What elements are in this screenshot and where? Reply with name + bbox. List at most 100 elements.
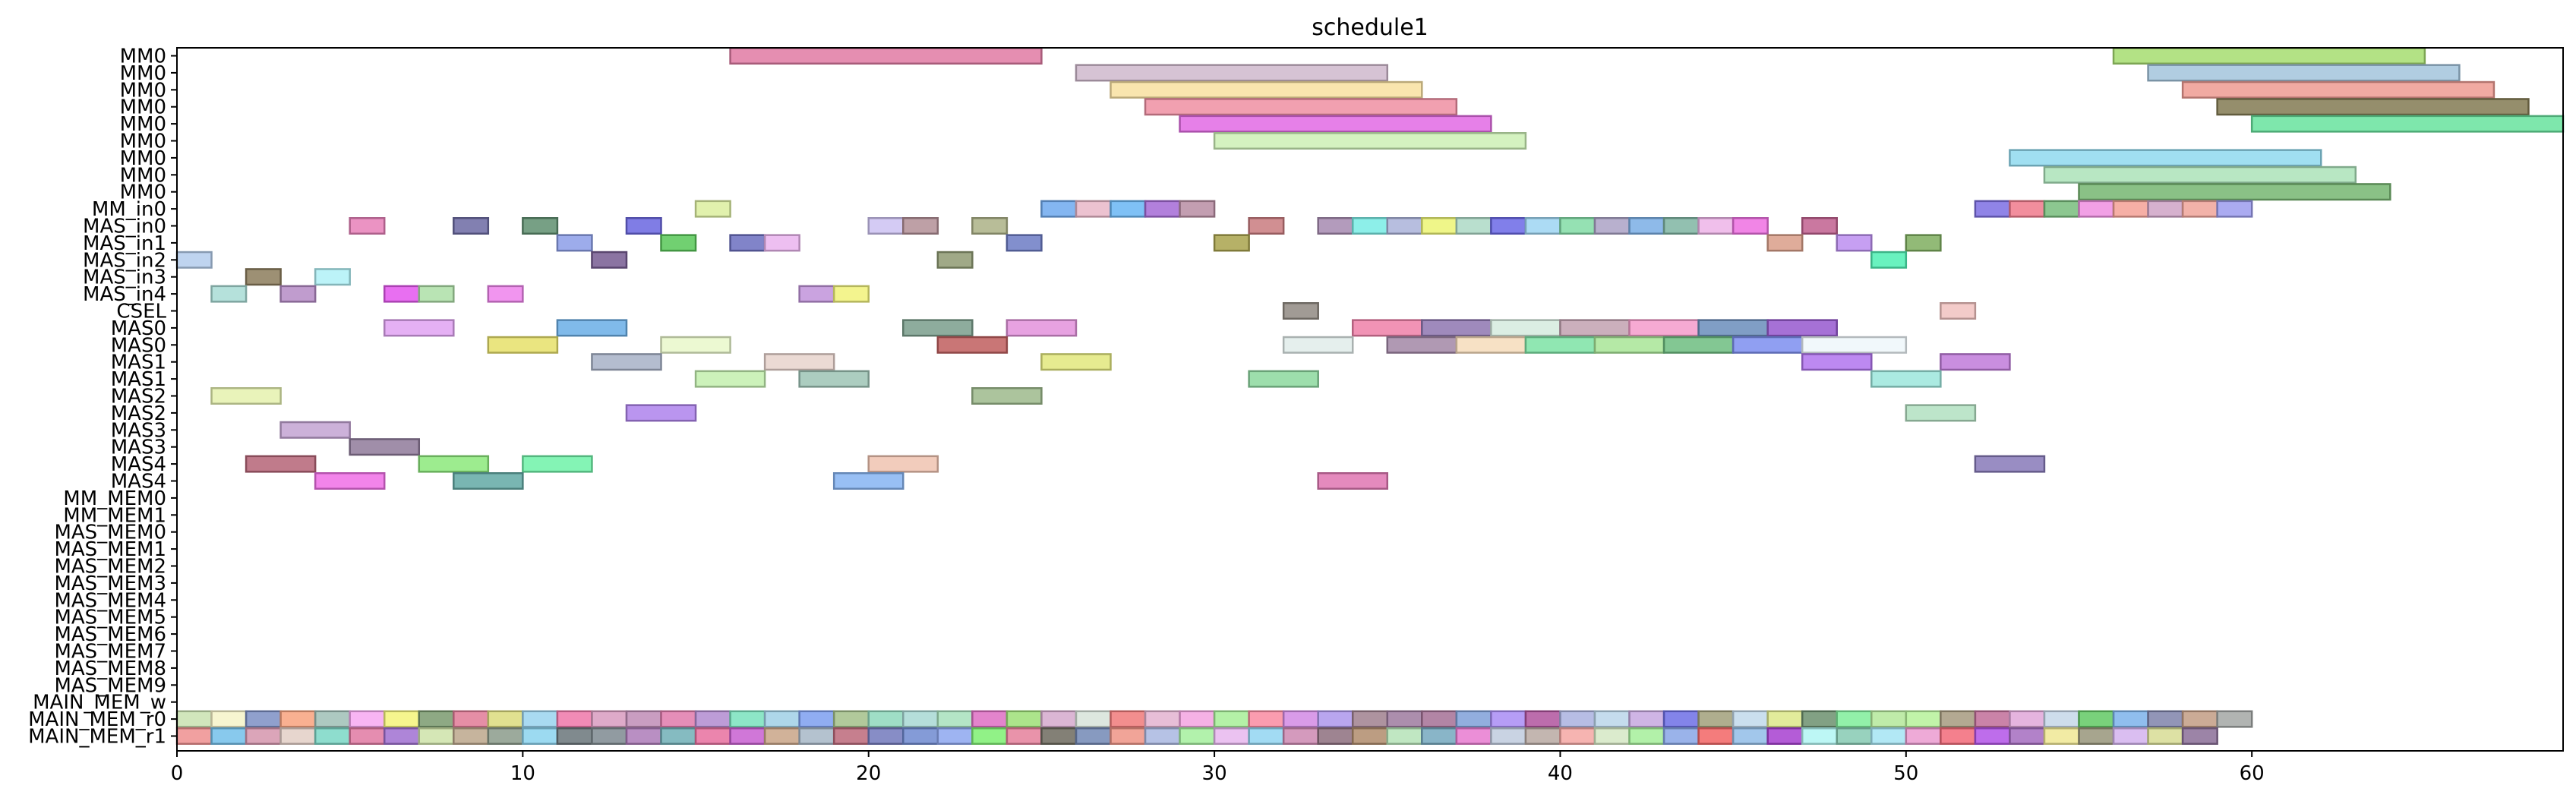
task-bar-mas-in1-46-47 [1766,234,1804,252]
task-bar-main-mem-r1-11 [556,727,593,745]
task-bar-mas0-44-46 [1697,319,1769,337]
task-bar-main-mem-r0-36 [1421,710,1458,728]
task-bar-csel-51-52 [1940,302,1977,320]
row-label-mm-mem1: MM_MEM1 [63,504,166,527]
task-bar-main-mem-r0-3 [279,710,317,728]
task-bar-mm0-59-68 [2216,98,2530,116]
task-bar-main-mem-r1-5 [349,727,386,745]
task-bar-mas0-32-34 [1282,336,1354,354]
x-axis-ticks: 0 10 20 30 40 50 60 [171,751,2265,785]
task-bar-main-mem-r1-47 [1801,727,1838,745]
task-bar-mas3-3-5 [279,421,351,439]
task-bar-main-mem-r1-24 [1005,727,1043,745]
task-bar-mas4-20-22 [867,455,939,473]
task-bar-main-mem-r0-29 [1179,710,1216,728]
task-bar-mm0-27-36 [1110,80,1423,99]
task-bar-mas-in3-4-5 [314,268,351,286]
task-bar-main-mem-r1-23 [971,727,1009,745]
task-bar-main-mem-r1-13 [625,727,662,745]
task-bar-main-mem-r0-51 [1940,710,1977,728]
task-bar-main-mem-r0-21 [902,710,939,728]
task-bar-main-mem-r0-7 [418,710,455,728]
task-bar-main-mem-r1-10 [522,727,559,745]
task-bar-mas4-10-12 [522,455,593,473]
task-bar-mas-in2-22-23 [936,251,974,269]
task-bar-mas-in3-2-3 [245,268,282,286]
task-bar-main-mem-r0-14 [660,710,697,728]
row-label-mas-mem0: MAS_MEM0 [54,522,166,544]
task-bar-main-mem-r1-37 [1455,727,1492,745]
task-bar-mas-in0-20-21 [867,217,904,235]
task-bar-main-mem-r1-58 [2181,727,2218,745]
task-bar-main-mem-r0-56 [2112,710,2149,728]
task-bar-main-mem-r1-28 [1144,727,1181,745]
row-label-mas-mem1: MAS_MEM1 [54,538,166,561]
task-bar-mas0-35-37 [1386,336,1458,354]
row-label-mas0: MAS0 [111,334,166,357]
row-label-mm0: MM0 [120,96,166,119]
task-bar-mas-in4-6-7 [383,285,421,303]
task-bar-mas1-15-17 [694,370,766,388]
task-bar-mas1-49-51 [1870,370,1942,388]
task-bar-main-mem-r0-48 [1836,710,1873,728]
task-bar-main-mem-r0-37 [1455,710,1492,728]
task-bar-mas0-37-39 [1455,336,1527,354]
row-label-mas-in4: MAS_in4 [83,283,166,306]
task-bar-main-mem-r1-36 [1421,727,1458,745]
task-bar-mas4-52-54 [1974,455,2046,473]
task-bar-main-mem-r0-43 [1662,710,1700,728]
task-bar-mm-in0-28-29 [1144,200,1181,218]
row-label-mas-mem4: MAS_MEM4 [54,589,166,612]
task-bar-main-mem-r1-27 [1110,727,1147,745]
task-bar-main-mem-r0-55 [2078,710,2115,728]
task-bar-mm-in0-58-59 [2181,200,2218,218]
task-bar-mas-in2-0-1 [175,251,213,269]
task-bar-main-mem-r1-8 [453,727,490,745]
task-bar-mas-in4-3-4 [279,285,317,303]
task-bar-mm-in0-54-55 [2043,200,2080,218]
task-bar-main-mem-r1-20 [867,727,904,745]
task-bar-mm-in0-15-16 [694,200,731,218]
row-label-main-mem-w: MAIN_MEM_w [33,692,166,714]
task-bar-main-mem-r0-54 [2043,710,2080,728]
task-bar-main-mem-r0-38 [1490,710,1527,728]
task-bar-main-mem-r0-10 [522,710,559,728]
task-bar-csel-32-33 [1282,302,1319,320]
task-bar-main-mem-r0-12 [591,710,628,728]
task-bar-main-mem-r0-26 [1075,710,1112,728]
x-tick-label-0: 0 [171,762,184,785]
task-bar-mas0-6-8 [383,319,455,337]
task-bar-main-mem-r0-39 [1524,710,1561,728]
task-bar-main-mem-r1-55 [2078,727,2115,745]
task-bar-main-mem-r0-1 [210,710,248,728]
row-label-mm-in0: MM_in0 [92,198,166,221]
task-bar-mas1-51-53 [1940,353,2011,371]
task-bar-mm0-57-66 [2147,64,2461,82]
task-bar-mas4-4-6 [314,472,386,490]
task-bar-mm0-16-25 [729,47,1043,65]
task-bar-main-mem-r1-51 [1940,727,1977,745]
task-bar-mas-in0-5-6 [349,217,386,235]
task-bar-mm-in0-57-58 [2147,200,2184,218]
task-bar-mas0-38-40 [1490,319,1561,337]
x-tick-label-60: 60 [2240,762,2265,785]
row-label-mm0: MM0 [120,113,166,136]
task-bar-mm0-26-35 [1075,64,1389,82]
row-label-mas4: MAS4 [111,453,166,476]
task-bar-mas-in0-35-36 [1386,217,1423,235]
task-bar-mas1-47-49 [1801,353,1873,371]
task-bar-main-mem-r0-15 [694,710,731,728]
task-bar-mm0-60-69 [2250,115,2565,133]
x-tick-label-50: 50 [1893,762,1918,785]
task-bar-mas4-33-35 [1317,472,1389,490]
task-bar-mas-in1-14-15 [660,234,697,252]
task-bar-mm-in0-29-30 [1179,200,1216,218]
task-bar-mas4-7-9 [418,455,490,473]
task-bar-main-mem-r0-41 [1593,710,1631,728]
task-bar-mm0-58-67 [2181,80,2496,99]
task-bar-mas-in1-30-31 [1213,234,1250,252]
row-label-main-mem-r0: MAIN_MEM_r0 [28,708,166,731]
row-label-mm0: MM0 [120,46,166,68]
row-label-mas4: MAS4 [111,471,166,493]
task-bar-main-mem-r1-44 [1697,727,1735,745]
